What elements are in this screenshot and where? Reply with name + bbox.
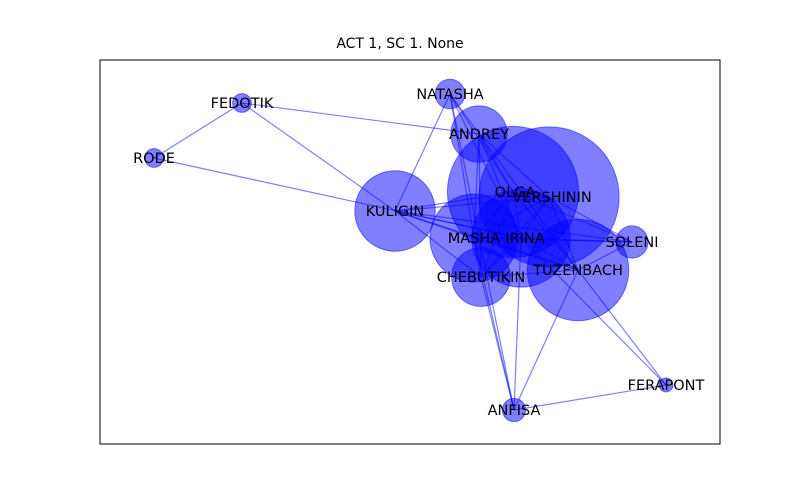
node-label-fedotik: FEDOTIK [211,96,274,112]
node-ferapont [658,377,674,393]
node-label-anfisa: ANFISA [488,403,541,419]
node-chebutikin [451,247,511,307]
node-fedotik [232,93,252,113]
node-label-andrey: ANDREY [449,127,509,143]
node-label-vershinin: VERSHININ [512,190,592,206]
nodes-layer [144,78,674,423]
plot-frame [99,59,721,445]
node-label-rode: RODE [133,151,175,167]
edge-fedotik-rode [153,102,243,159]
node-kuligin [354,170,436,252]
node-label-chebutikin: CHEBUTIKIN [437,270,526,286]
node-label-ferapont: FERAPONT [628,378,705,394]
node-tuzenbach [526,218,630,322]
node-label-natasha: NATASHA [416,87,483,103]
node-label-tuzenbach: TUZENBACH [532,263,623,279]
node-natasha [434,78,466,110]
node-label-masha: MASHA [448,231,501,247]
node-anfisa [501,397,527,423]
edge-fedotik-andrey [241,102,480,135]
figure-title: ACT 1, SC 1. None [336,36,464,52]
node-label-kuligin: KULIGIN [366,204,424,220]
node-label-irina: IRINA [505,231,544,247]
node-label-olga: OLGA [495,185,536,201]
edge-anfisa-ferapont [513,384,667,411]
node-rode [144,148,164,168]
node-label-soleni: SOLENI [606,235,659,251]
